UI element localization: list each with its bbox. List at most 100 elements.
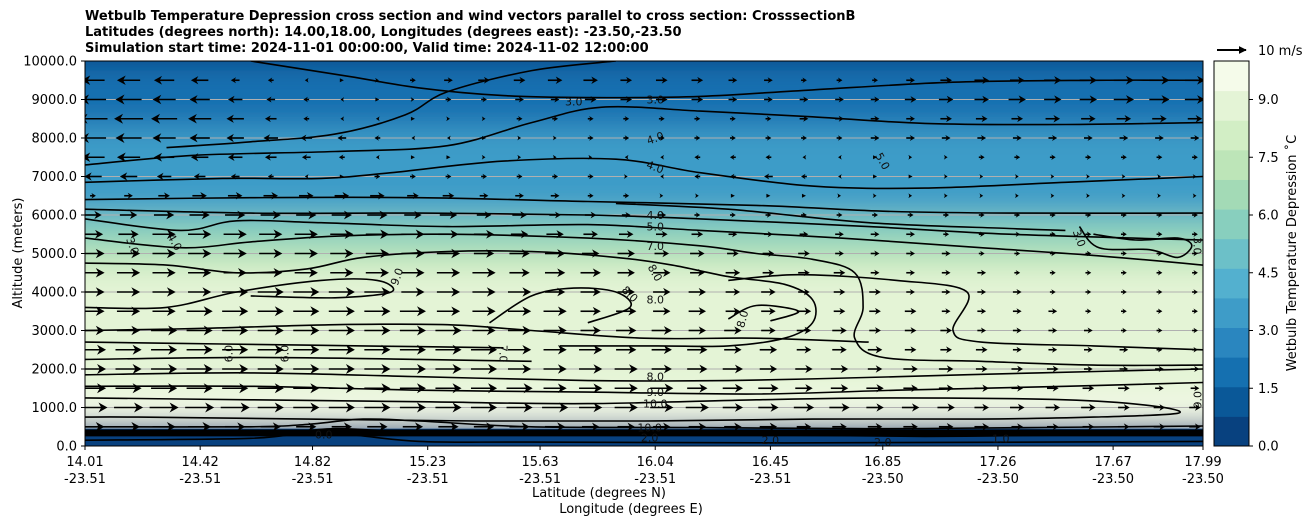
wind-arrow-head: [910, 96, 917, 103]
wind-arrow-head: [451, 306, 461, 317]
wind-arrow-head: [451, 267, 461, 278]
wind-arrow-head: [1052, 384, 1059, 392]
wind-arrow-head: [1158, 134, 1164, 142]
wind-arrow-head: [1157, 250, 1163, 257]
x-tick-lat-5: 16.04: [637, 455, 674, 470]
wind-arrow-head: [1161, 75, 1170, 85]
wind-arrow-head: [803, 288, 810, 296]
wind-arrow-head: [909, 134, 915, 142]
contour-label-5: 4.0: [646, 209, 664, 222]
wind-vectors: [85, 75, 1203, 432]
wind-arrow-head: [768, 269, 775, 277]
contour-line-13: [727, 304, 800, 322]
wind-arrow-head: [381, 402, 391, 413]
contour-line-0: [250, 61, 1203, 99]
wind-arrow: [375, 97, 380, 102]
wind-arrow-head: [838, 231, 844, 238]
wind-arrow-head: [555, 211, 561, 219]
wind-arrow-head: [310, 364, 320, 374]
wind-arrow-head: [381, 287, 391, 297]
wind-arrow-head: [521, 422, 530, 432]
wind-arrow-head: [168, 344, 178, 355]
wind-arrow-head: [589, 116, 594, 122]
wind-arrow-head: [1050, 174, 1055, 179]
wind-arrow-head: [1051, 154, 1056, 160]
wind-arrow-head: [698, 287, 707, 297]
wind-arrow-head: [520, 211, 527, 219]
wind-arrow-head: [1197, 75, 1203, 85]
colorbar-tick-label-5: 7.5: [1258, 151, 1279, 166]
wind-arrow-head: [85, 94, 89, 105]
contour-label-27: 2.0: [874, 436, 892, 449]
wind-arrow-head: [189, 95, 198, 104]
wind-arrow-head: [1016, 327, 1022, 334]
x-tick-lat-0: 14.01: [66, 455, 103, 470]
wind-arrow-head: [909, 212, 914, 218]
wind-arrow-head: [130, 229, 139, 239]
wind-arrow-head: [767, 77, 773, 84]
colorbar-tick-label-4: 6.0: [1258, 209, 1279, 224]
wind-arrow-head: [1086, 154, 1092, 160]
wind-arrow-head: [447, 77, 453, 84]
wind-arrow-head: [484, 211, 492, 219]
wind-arrow-head: [1121, 193, 1126, 199]
wind-arrow-head: [166, 287, 176, 297]
y-tick-label-0: 0.0: [56, 440, 77, 455]
contour-line-7: [1078, 226, 1193, 259]
colorbar-segment-5: [1214, 268, 1249, 299]
wind-arrow-head: [1122, 270, 1127, 276]
wind-arrow-head: [663, 268, 671, 277]
wind-arrow-head: [1088, 423, 1095, 431]
wind-arrow-head: [416, 383, 426, 394]
wind-arrow-head: [982, 95, 989, 104]
wind-arrow-head: [486, 249, 495, 258]
wind-arrow-head: [116, 75, 126, 86]
wind-arrow-head: [840, 326, 847, 335]
wind-arrow-head: [557, 306, 567, 317]
wind-arrow-head: [1193, 347, 1198, 353]
wind-arrow-head: [732, 250, 739, 257]
wind-arrow-head: [909, 115, 915, 122]
wind-arrow-head: [911, 384, 918, 392]
wind-arrow-head: [522, 287, 532, 297]
wind-arrow-head: [481, 116, 486, 122]
wind-arrow-head: [764, 173, 770, 180]
wind-arrow-head: [980, 134, 987, 142]
contour-line-6: [85, 208, 1203, 241]
wind-arrow-head: [593, 402, 603, 413]
wind-arrow-head: [1193, 231, 1198, 237]
wind-arrow-head: [1051, 212, 1056, 218]
wind-arrow-head: [522, 344, 532, 355]
wind-arrow-head: [523, 383, 533, 394]
wind-arrow-head: [375, 173, 381, 180]
wind-arrow-head: [166, 248, 176, 259]
contour-label-16: 3.0: [1190, 237, 1203, 255]
wind-arrow-head: [945, 308, 951, 315]
wind-arrow-head: [129, 210, 138, 220]
wind-arrow-head: [698, 307, 707, 316]
wind-arrow-head: [97, 344, 107, 355]
wind-arrow-head: [203, 325, 213, 336]
colorbar-segment-4: [1214, 297, 1249, 329]
wind-arrow-head: [1123, 346, 1129, 353]
contour-label-23: 9.0: [1191, 391, 1204, 409]
wind-arrow-head: [623, 174, 628, 179]
colorbar-segment-6: [1214, 238, 1249, 269]
wind-arrow-head: [734, 383, 744, 393]
wind-arrow-head: [624, 154, 629, 160]
wind-arrow-head: [303, 96, 308, 103]
wind-arrow-head: [1086, 231, 1092, 237]
wind-arrow-head: [189, 133, 198, 143]
wind-arrow-head: [802, 212, 807, 218]
wind-arrow-head: [874, 231, 880, 238]
contour-label-29: 0.0: [315, 428, 333, 441]
wind-arrow-head: [946, 346, 952, 354]
wind-arrow-head: [840, 346, 847, 354]
wind-arrow-head: [909, 269, 915, 276]
wind-arrow-head: [909, 231, 915, 238]
contour-line-1: [166, 61, 616, 149]
wind-arrow: [410, 116, 415, 121]
wind-arrow-head: [1193, 270, 1198, 276]
wind-arrow-head: [1015, 270, 1021, 276]
wind-arrow-head: [304, 174, 309, 179]
